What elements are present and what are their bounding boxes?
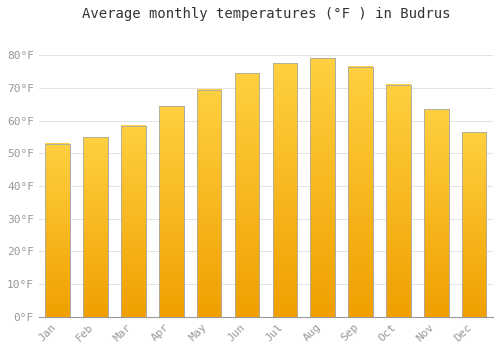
- Bar: [197, 90, 222, 317]
- Bar: [84, 137, 108, 317]
- Bar: [159, 106, 184, 317]
- Bar: [272, 63, 297, 317]
- Bar: [84, 137, 108, 317]
- Bar: [46, 144, 70, 317]
- Bar: [310, 58, 335, 317]
- Bar: [121, 126, 146, 317]
- Bar: [424, 109, 448, 317]
- Bar: [234, 73, 260, 317]
- Bar: [310, 58, 335, 317]
- Bar: [234, 73, 260, 317]
- Bar: [159, 106, 184, 317]
- Bar: [348, 66, 373, 317]
- Bar: [462, 132, 486, 317]
- Bar: [197, 90, 222, 317]
- Bar: [424, 109, 448, 317]
- Bar: [121, 126, 146, 317]
- Bar: [272, 63, 297, 317]
- Bar: [386, 85, 410, 317]
- Bar: [46, 144, 70, 317]
- Bar: [462, 132, 486, 317]
- Title: Average monthly temperatures (°F ) in Budrus: Average monthly temperatures (°F ) in Bu…: [82, 7, 450, 21]
- Bar: [386, 85, 410, 317]
- Bar: [348, 66, 373, 317]
